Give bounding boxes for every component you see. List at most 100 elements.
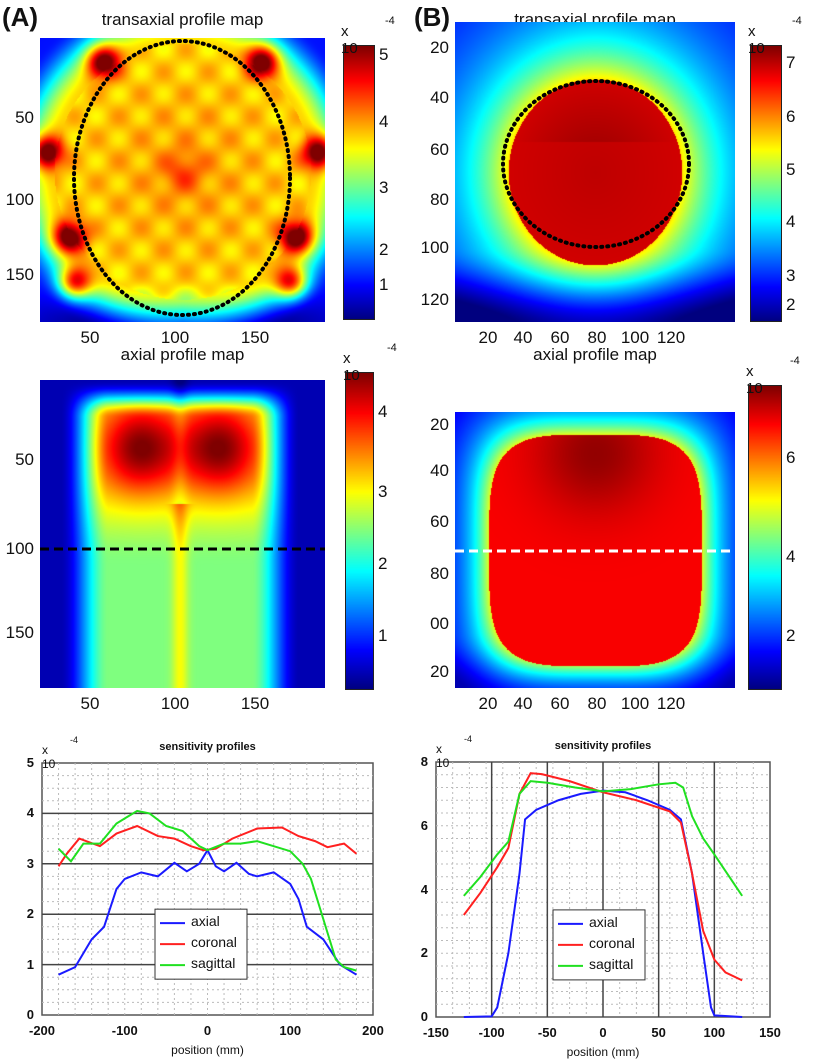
- panel-label-a: (A): [2, 2, 39, 32]
- x-tick-label: 100: [279, 1023, 302, 1038]
- y-tick-label: 00: [430, 614, 449, 633]
- colorbar-exponent-power: -4: [385, 15, 395, 27]
- x-tick-label: -100: [111, 1023, 138, 1038]
- series-line-sagittal: [57, 809, 357, 972]
- x-tick-label: 20: [478, 328, 498, 347]
- colorbar-exponent-power: -4: [792, 15, 802, 27]
- colorbar-exponent: x 10: [343, 350, 360, 384]
- panel-label-b: (B): [414, 2, 451, 32]
- x-tick-label: 100: [703, 1025, 726, 1040]
- y-tick-label: 100: [5, 190, 34, 209]
- x-tick-label: 50: [80, 328, 100, 347]
- chart-title: axial profile map: [120, 345, 245, 364]
- colorbar-tick-label: 5: [379, 45, 389, 64]
- series-line-coronal: [57, 824, 358, 867]
- x-tick-label: 80: [587, 328, 607, 347]
- y-tick-label: 50: [15, 108, 34, 127]
- y-tick-label: 100: [5, 539, 34, 558]
- chart-title: sensitivity profiles: [159, 741, 256, 753]
- roi-circle: [72, 39, 292, 317]
- y-tick-label: 4: [26, 805, 34, 821]
- x-tick-label: 80: [587, 694, 607, 713]
- x-tick-label: -200: [28, 1023, 56, 1038]
- y-tick-label: 2: [26, 906, 34, 922]
- y-tick-label: 4: [420, 881, 428, 897]
- colorbar: [750, 45, 782, 322]
- x-axis-label: position (mm): [566, 1045, 640, 1059]
- x-tick-label: 150: [759, 1025, 781, 1040]
- y-tick-label: 100: [420, 238, 449, 257]
- y-tick-label: 60: [430, 140, 449, 159]
- legend-label: coronal: [589, 934, 635, 951]
- y-tick-label: 150: [5, 623, 34, 642]
- x-tick-label: 50: [80, 694, 100, 713]
- chart-title: sensitivity profiles: [554, 740, 652, 752]
- heatmap-image: [40, 38, 325, 322]
- x-tick-label: 0: [599, 1025, 607, 1040]
- legend-label: coronal: [191, 934, 237, 951]
- legend-label: axial: [589, 913, 618, 930]
- y-tick-label: 0: [26, 1007, 34, 1022]
- colorbar-tick-label: 4: [379, 112, 389, 131]
- colorbar-tick-label: 2: [378, 554, 388, 573]
- colorbar-tick-label: 2: [786, 295, 796, 314]
- x-tick-label: 100: [160, 694, 190, 713]
- x-tick-label: -150: [422, 1025, 450, 1040]
- y-tick-label: 5: [26, 755, 34, 770]
- x-tick-label: 50: [651, 1025, 666, 1040]
- colorbar-tick-label: 2: [379, 240, 389, 259]
- heatmap-image: [40, 380, 325, 688]
- x-tick-label: 40: [513, 694, 533, 713]
- x-tick-label: 150: [240, 328, 270, 347]
- y-scale-power: -4: [464, 734, 473, 744]
- y-tick-label: 6: [420, 817, 428, 833]
- x-tick-label: -100: [478, 1025, 505, 1040]
- y-tick-label: 3: [26, 855, 34, 871]
- y-tick-label: 0: [420, 1009, 428, 1024]
- colorbar-exponent: x 10: [341, 23, 358, 57]
- y-scale-label: x 10: [42, 743, 56, 771]
- chart-title: axial profile map: [533, 345, 657, 364]
- colorbar: [343, 45, 375, 320]
- y-scale-power: -4: [70, 735, 79, 745]
- y-tick-label: 80: [430, 190, 449, 209]
- colorbar-tick-label: 4: [378, 402, 388, 421]
- y-tick-label: 8: [420, 754, 428, 769]
- x-tick-label: 120: [656, 694, 686, 713]
- x-tick-label: 40: [513, 328, 533, 347]
- x-tick-label: 100: [620, 694, 650, 713]
- y-tick-label: 2: [420, 945, 428, 961]
- legend-label: axial: [191, 913, 220, 930]
- y-tick-label: 1: [26, 956, 34, 972]
- x-axis-label: position (mm): [171, 1043, 244, 1057]
- colorbar-tick-label: 1: [379, 275, 389, 294]
- colorbar-tick-label: 4: [786, 212, 796, 231]
- x-tick-label: 60: [550, 694, 570, 713]
- y-tick-label: 50: [15, 450, 34, 469]
- y-scale-label: x 10: [436, 742, 450, 770]
- colorbar: [345, 372, 374, 690]
- colorbar-tick-label: 7: [786, 53, 796, 72]
- y-tick-label: 80: [430, 564, 449, 583]
- y-tick-label: 40: [430, 461, 449, 480]
- colorbar-tick-label: 1: [378, 626, 388, 645]
- colorbar-tick-label: 4: [786, 547, 796, 566]
- roi-circle: [501, 79, 691, 249]
- colorbar-tick-label: 6: [786, 107, 796, 126]
- colorbar-tick-label: 3: [378, 482, 388, 501]
- y-tick-label: 60: [430, 512, 449, 531]
- legend-label: sagittal: [589, 955, 634, 972]
- colorbar-exponent: x 10: [746, 363, 763, 397]
- y-tick-label: 20: [430, 662, 449, 681]
- colorbar: [748, 385, 782, 690]
- colorbar-tick-label: 5: [786, 160, 796, 179]
- colorbar-exponent-power: -4: [387, 342, 397, 354]
- series-line-sagittal: [463, 780, 743, 897]
- y-tick-label: 150: [5, 265, 34, 284]
- chart-title: transaxial profile map: [101, 10, 264, 29]
